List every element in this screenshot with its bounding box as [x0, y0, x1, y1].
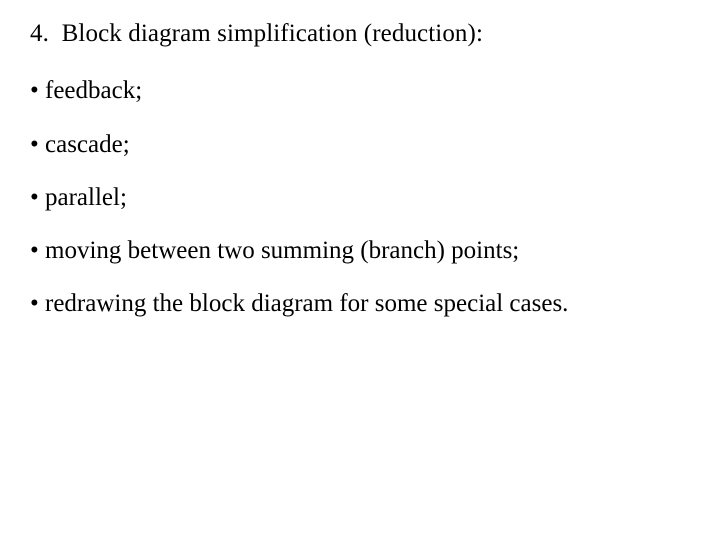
list-item: • parallel; [30, 182, 690, 213]
list-item: • redrawing the block diagram for some s… [30, 288, 690, 319]
section-heading: 4. Block diagram simplification (reducti… [56, 18, 690, 49]
bullet-text: feedback; [45, 77, 142, 104]
heading-number: 4. [30, 20, 49, 47]
list-item: • feedback; [30, 75, 690, 106]
bullet-icon: • [30, 237, 39, 264]
bullet-icon: • [30, 77, 39, 104]
list-item: • cascade; [30, 129, 690, 160]
bullet-text: parallel; [45, 184, 127, 211]
bullet-icon: • [30, 131, 39, 158]
list-item: • moving between two summing (branch) po… [30, 235, 690, 266]
bullet-text: moving between two summing (branch) poin… [45, 237, 519, 264]
bullet-icon: • [30, 290, 39, 317]
bullet-text: cascade; [45, 131, 130, 158]
heading-title: Block diagram simplification (reduction)… [62, 20, 483, 47]
bullet-icon: • [30, 184, 39, 211]
slide-container: 4. Block diagram simplification (reducti… [0, 0, 720, 540]
bullet-text: redrawing the block diagram for some spe… [45, 290, 568, 317]
